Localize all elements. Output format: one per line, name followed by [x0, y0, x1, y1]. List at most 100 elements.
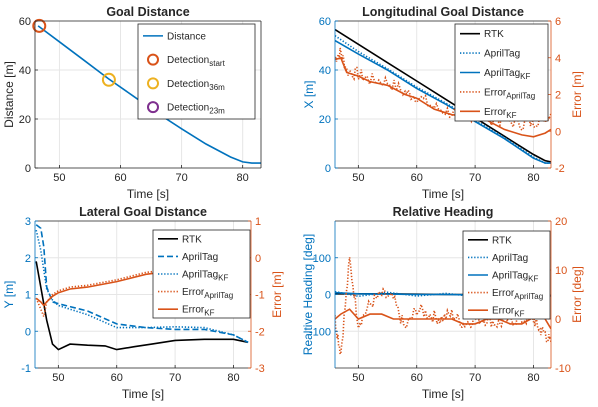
x-tick-label: 80 — [527, 372, 539, 384]
x-tick-label: 50 — [52, 372, 64, 384]
y-tick-label: 0 — [325, 290, 331, 302]
series-group — [37, 25, 261, 164]
x-axis-label: Time [s] — [127, 187, 169, 201]
legend-label: RTK — [492, 235, 512, 246]
legend-label: Detection36m — [167, 79, 225, 92]
x-tick-label: 60 — [111, 372, 123, 384]
legend-box — [152, 229, 251, 319]
x-tick-label: 60 — [114, 172, 126, 184]
y-tick-label: 20 — [319, 114, 331, 126]
y-right-tick-label: 0 — [555, 126, 561, 138]
legend: Distance Detectionstart Detection36m Detect… — [137, 23, 256, 120]
y-right-tick-label: 2 — [555, 90, 561, 102]
x-tick-label: 50 — [352, 372, 364, 384]
series-line-1 — [35, 261, 249, 351]
legend-label: AprilTag — [492, 253, 528, 264]
legend-label: RTK — [182, 234, 202, 245]
legend-marker — [147, 53, 159, 66]
y-right-tick-label: 1 — [255, 216, 261, 228]
y-tick-label: 3 — [25, 216, 31, 228]
y-right-tick-label: -2 — [555, 163, 565, 175]
series-line-3 — [35, 230, 249, 344]
chart-title: Longitudinal Goal Distance — [362, 5, 524, 19]
series-line-2 — [35, 224, 249, 344]
legend-label: AprilTag — [182, 252, 218, 263]
x-tick-label: 60 — [411, 172, 423, 184]
legend-label: RTK — [484, 29, 504, 40]
y-tick-label: 40 — [319, 65, 331, 77]
y-tick-label: 100 — [313, 253, 331, 265]
x-axis-label: Time [s] — [422, 387, 464, 401]
chart-title: Lateral Goal Distance — [79, 205, 207, 219]
y-right-tick-label: -2 — [255, 326, 265, 338]
legend-label: ErrorKF — [182, 305, 215, 318]
x-tick-label: 70 — [469, 172, 481, 184]
y-tick-label: -100 — [309, 326, 331, 338]
y-axis-label: Y [m] — [2, 281, 16, 309]
y-tick-label: 0 — [25, 326, 31, 338]
y-axis-label: Realtive Heading [deg] — [301, 234, 315, 355]
y-tick-label: 0 — [325, 163, 331, 175]
legend: RTK AprilTag AprilTagKF ErrorAprilTag ErrorK… — [152, 229, 251, 319]
chart-panel-3: 50 60 70 80 -1 0 1 2 3 -3 -2 -1 0 1 Lateral Goal Dista… — [2, 205, 284, 401]
legend-label: Detectionstart — [167, 55, 226, 68]
y-right-tick-label: 0 — [255, 253, 261, 265]
x-tick-label: 50 — [53, 172, 65, 184]
y-tick-label: 2 — [25, 253, 31, 265]
series-group — [35, 224, 249, 351]
legend-label: AprilTagKF — [484, 68, 530, 81]
y-tick-label: 60 — [19, 16, 31, 28]
y-tick-label: -1 — [21, 363, 31, 375]
legend-label: AprilTagKF — [492, 271, 538, 284]
x-tick-label: 80 — [227, 372, 239, 384]
y-axis-label: X [m] — [302, 80, 316, 108]
detection-marker-1 — [32, 18, 47, 33]
y-right-tick-label: 0 — [555, 314, 561, 326]
x-tick-label: 70 — [175, 172, 187, 184]
chart-title: Relative Heading — [393, 205, 494, 219]
legend-label: Detection23m — [167, 103, 225, 116]
y-right-tick-label: 10 — [555, 265, 567, 277]
x-tick-label: 80 — [527, 172, 539, 184]
legend-marker — [147, 101, 159, 114]
x-tick-label: 60 — [411, 372, 423, 384]
detection-marker-2 — [101, 72, 116, 87]
chart-title: Goal Distance — [106, 5, 189, 19]
x-tick-label: 70 — [169, 372, 181, 384]
y-right-tick-label: 4 — [555, 53, 561, 65]
y-tick-label: 40 — [19, 65, 31, 77]
y-axis-label: Distance [m] — [2, 61, 16, 128]
legend-marker — [147, 77, 159, 90]
series-line-5 — [335, 56, 551, 138]
y-right-axis-label: Error [m] — [570, 71, 584, 118]
series-line-1 — [37, 25, 261, 164]
legend-label: Distance — [167, 31, 206, 42]
y-right-axis-label: Error [deg] — [570, 266, 584, 323]
legend-label: ErrorKF — [484, 107, 517, 120]
legend: RTK AprilTag AprilTagKF ErrorAprilTag ErrorK… — [462, 230, 551, 320]
y-right-tick-label: -3 — [255, 363, 265, 375]
x-axis-label: Time [s] — [122, 387, 164, 401]
legend-label: ErrorAprilTag — [484, 87, 535, 100]
legend: RTK AprilTag AprilTagKF ErrorAprilTag ErrorK… — [454, 23, 549, 122]
x-tick-label: 50 — [352, 172, 364, 184]
y-right-tick-label: -1 — [255, 290, 265, 302]
y-tick-label: 1 — [25, 290, 31, 302]
chart-panel-1: 50 60 70 80 0 20 40 60 Goal Distance Time [s] Dist… — [2, 5, 262, 201]
legend-label: AprilTag — [484, 49, 520, 60]
legend-label: ErrorAprilTag — [182, 287, 233, 300]
legend-label: ErrorAprilTag — [492, 288, 543, 301]
y-tick-label: 60 — [319, 16, 331, 28]
y-right-tick-label: 20 — [555, 216, 567, 228]
legend-label: AprilTagKF — [182, 270, 228, 283]
y-tick-label: 0 — [25, 163, 31, 175]
x-tick-label: 80 — [237, 172, 249, 184]
y-right-axis-label: Error [m] — [270, 271, 284, 318]
y-right-tick-label: -10 — [555, 363, 571, 375]
legend-label: ErrorKF — [492, 306, 525, 319]
y-right-tick-label: 6 — [555, 16, 561, 28]
y-tick-label: 20 — [19, 114, 31, 126]
series-line-4 — [35, 251, 249, 320]
